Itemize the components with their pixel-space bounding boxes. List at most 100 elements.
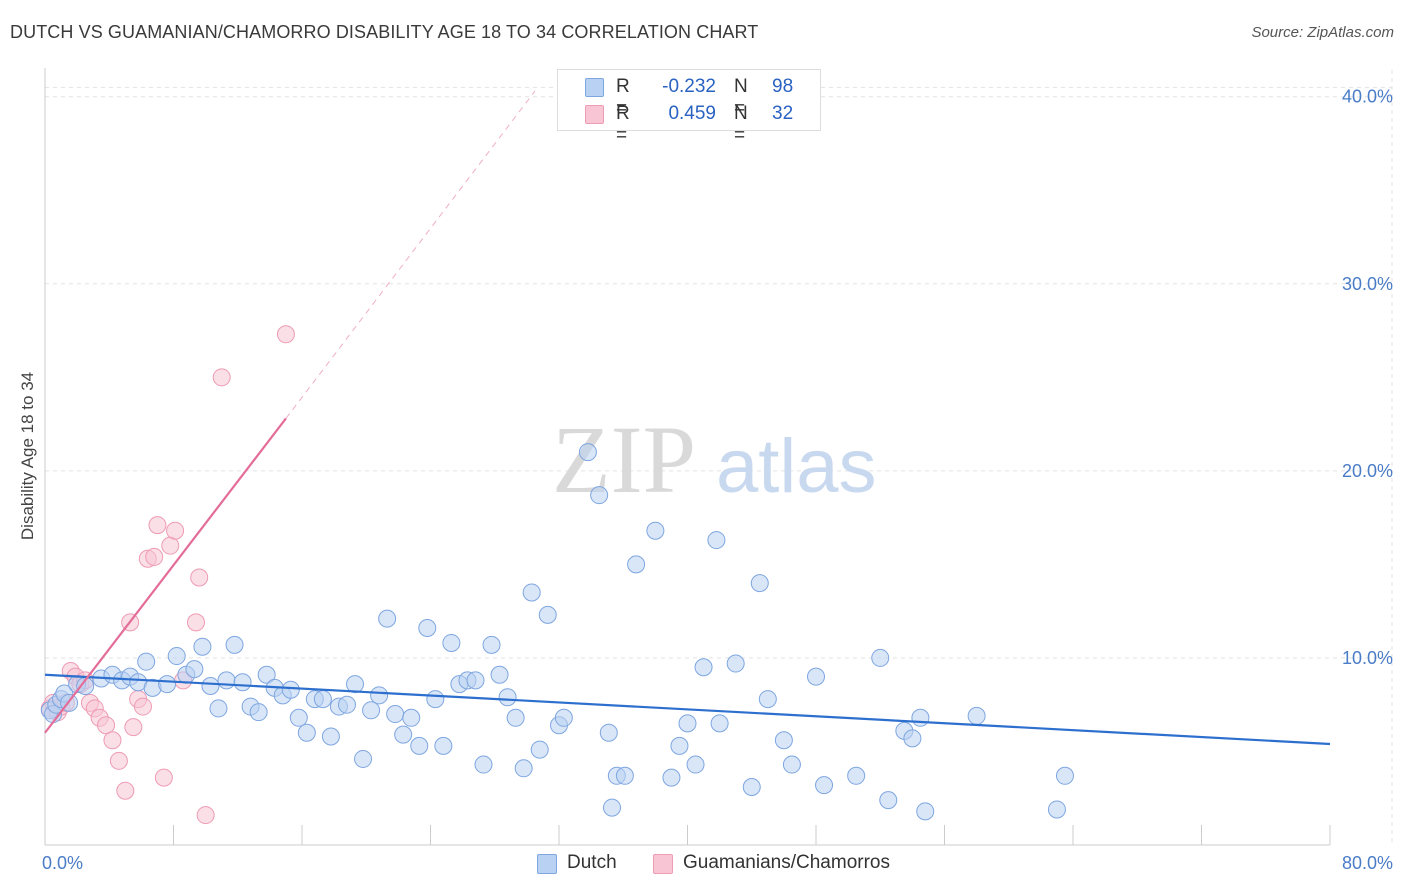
dutch-point xyxy=(498,688,517,707)
y-tick-label: 30.0% xyxy=(1342,274,1393,294)
dutch-point xyxy=(418,618,437,637)
dutch-point xyxy=(506,708,525,727)
dutch-point xyxy=(257,665,276,684)
dutch-point xyxy=(185,660,204,679)
dutch-point xyxy=(1055,766,1074,785)
dutch-point xyxy=(137,652,156,671)
y-tick-label: 20.0% xyxy=(1342,461,1393,481)
dutch-point xyxy=(590,486,609,505)
guam-trend-extension xyxy=(285,90,536,419)
dutch-point xyxy=(879,791,898,810)
dutch-point xyxy=(1047,800,1066,819)
dutch-point xyxy=(726,654,745,673)
legend-label-dutch: Dutch xyxy=(567,852,617,873)
dutch-point xyxy=(554,708,573,727)
dutch-point xyxy=(466,671,485,690)
dutch-point xyxy=(354,749,373,768)
dutch-point xyxy=(426,690,445,709)
dutch-point xyxy=(514,759,533,778)
dutch-point xyxy=(378,609,397,628)
source-credit: Source: ZipAtlas.com xyxy=(1251,24,1394,41)
guam-point xyxy=(196,806,215,825)
dutch-point xyxy=(394,725,413,744)
dutch-point xyxy=(774,731,793,750)
dutch-point xyxy=(442,633,461,652)
dutch-point xyxy=(490,665,509,684)
guam-point xyxy=(186,613,205,632)
dutch-point xyxy=(370,686,389,705)
guam-point xyxy=(133,697,152,716)
dutch-point xyxy=(871,648,890,667)
dutch-point xyxy=(662,768,681,787)
dutch-point xyxy=(911,708,930,727)
guam-trend-line xyxy=(44,417,287,734)
legend-label-guam: Guamanians/Chamorros xyxy=(683,852,890,873)
guam-point xyxy=(103,731,122,750)
dutch-point xyxy=(538,605,557,624)
series-legend: Dutch Guamanians/Chamorros xyxy=(0,852,1406,878)
dutch-point xyxy=(297,723,316,742)
gridlines xyxy=(45,70,1393,845)
x-tick-label: 80.0% xyxy=(1342,853,1393,873)
dutch-point xyxy=(167,647,186,666)
dutch-point xyxy=(289,708,308,727)
guam-swatch xyxy=(585,105,604,124)
dutch-point xyxy=(410,736,429,755)
n-value: 98 xyxy=(772,76,794,97)
dutch-point xyxy=(321,727,340,746)
trend-lines xyxy=(44,90,1331,746)
tick-labels: 10.0% 20.0% 30.0% 40.0% 0.0% 80.0% xyxy=(42,87,1393,873)
dutch-point xyxy=(225,635,244,654)
dutch-point xyxy=(916,802,935,821)
dutch-point xyxy=(782,755,801,774)
dutch-point xyxy=(627,555,646,574)
dutch-swatch xyxy=(585,78,604,97)
n-label: N = xyxy=(734,76,748,119)
dutch-point xyxy=(209,699,228,718)
dutch-point xyxy=(158,675,177,694)
guam-point xyxy=(116,781,135,800)
dutch-point xyxy=(707,531,726,550)
dutch-point xyxy=(750,574,769,593)
dutch-point xyxy=(903,729,922,748)
dutch-point xyxy=(710,714,729,733)
y-tick-label: 10.0% xyxy=(1342,648,1393,668)
dutch-point xyxy=(599,723,618,742)
dutch-point xyxy=(249,703,268,722)
dutch-point xyxy=(386,705,405,724)
dutch-point xyxy=(603,798,622,817)
guam-point xyxy=(109,751,128,770)
dutch-point xyxy=(474,755,493,774)
r-label: R = xyxy=(616,76,630,119)
dutch-point xyxy=(670,736,689,755)
dutch-trend-line xyxy=(44,673,1331,746)
dutch-point xyxy=(201,676,220,695)
r-value: 0.459 xyxy=(668,103,716,124)
dutch-point xyxy=(362,701,381,720)
dutch-point xyxy=(742,778,761,797)
correlation-legend: R = -0.232 N = 98 R = 0.459 N = 32 xyxy=(557,69,821,146)
dutch-point xyxy=(807,667,825,686)
guam-swatch xyxy=(653,854,673,874)
watermark-atlas: atlas xyxy=(716,424,877,509)
guam-point xyxy=(124,718,143,737)
dutch-swatch xyxy=(537,854,557,874)
dutch-point xyxy=(313,690,332,709)
n-label: N = xyxy=(734,103,748,146)
watermark-zip: ZIP xyxy=(552,406,696,513)
dutch-point xyxy=(233,673,252,692)
n-value: 32 xyxy=(772,103,794,124)
dutch-point xyxy=(686,755,705,774)
dutch-point xyxy=(694,658,713,677)
r-value: -0.232 xyxy=(662,76,716,97)
x-tick-label: 0.0% xyxy=(42,853,83,873)
guam-point xyxy=(148,516,167,535)
dutch-point xyxy=(217,671,236,690)
dutch-point xyxy=(847,766,866,785)
dutch-point xyxy=(402,708,421,727)
guam-point xyxy=(276,325,295,344)
dutch-point xyxy=(646,521,665,540)
chart-title: DUTCH VS GUAMANIAN/CHAMORRO DISABILITY A… xyxy=(10,22,759,42)
dutch-point xyxy=(678,714,697,733)
